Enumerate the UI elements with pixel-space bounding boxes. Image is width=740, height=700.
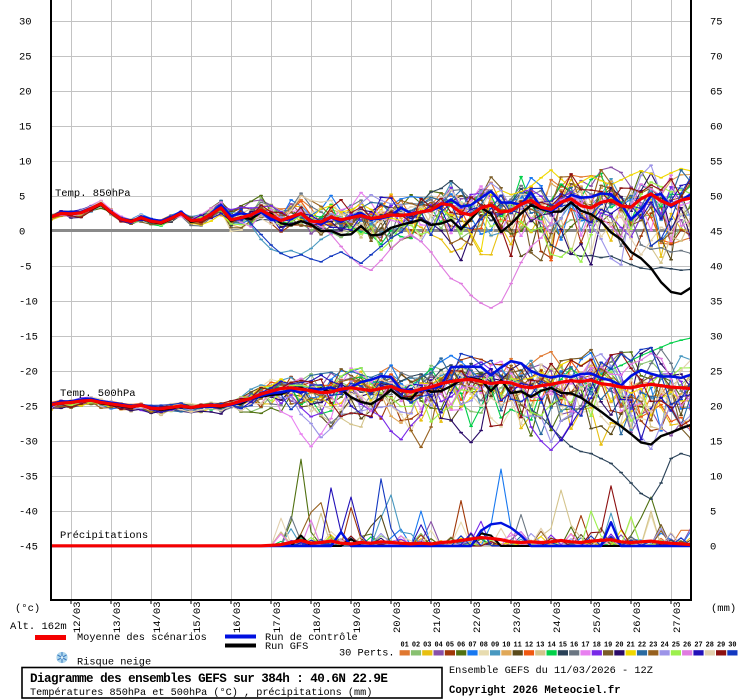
svg-text:11: 11 bbox=[514, 641, 522, 649]
svg-text:60: 60 bbox=[710, 122, 723, 134]
svg-text:0: 0 bbox=[19, 227, 25, 239]
svg-text:-35: -35 bbox=[19, 472, 38, 484]
svg-text:02: 02 bbox=[412, 641, 420, 649]
svg-text:22/03: 22/03 bbox=[472, 601, 484, 633]
svg-text:Diagramme des ensembles GEFS s: Diagramme des ensembles GEFS sur 384h : … bbox=[30, 672, 388, 686]
svg-text:25/03: 25/03 bbox=[592, 601, 604, 633]
svg-text:20: 20 bbox=[615, 641, 623, 649]
svg-text:-25: -25 bbox=[19, 402, 38, 414]
svg-text:30: 30 bbox=[19, 17, 32, 29]
svg-text:5: 5 bbox=[19, 192, 25, 204]
svg-text:15: 15 bbox=[710, 437, 723, 449]
svg-text:09: 09 bbox=[491, 641, 499, 649]
svg-text:Moyenne des scénarios: Moyenne des scénarios bbox=[77, 632, 207, 644]
svg-text:21/03: 21/03 bbox=[432, 601, 444, 633]
svg-text:-20: -20 bbox=[19, 367, 38, 379]
svg-text:19/03: 19/03 bbox=[352, 601, 364, 633]
svg-text:-10: -10 bbox=[19, 297, 38, 309]
svg-text:Précipitations: Précipitations bbox=[60, 530, 148, 542]
svg-text:Températures 850hPa et 500hPa: Températures 850hPa et 500hPa (°C) , pré… bbox=[30, 687, 372, 699]
svg-text:10: 10 bbox=[19, 157, 32, 169]
svg-text:27: 27 bbox=[694, 641, 702, 649]
svg-text:17/03: 17/03 bbox=[272, 601, 284, 633]
svg-text:29: 29 bbox=[717, 641, 725, 649]
svg-text:26/03: 26/03 bbox=[632, 601, 644, 633]
svg-text:05: 05 bbox=[446, 641, 454, 649]
svg-text:30 Perts.: 30 Perts. bbox=[339, 648, 395, 660]
svg-text:04: 04 bbox=[434, 641, 442, 649]
svg-text:(°c): (°c) bbox=[15, 603, 40, 615]
svg-text:08: 08 bbox=[480, 641, 488, 649]
svg-text:12/03: 12/03 bbox=[72, 601, 84, 633]
svg-text:-40: -40 bbox=[19, 507, 38, 519]
svg-text:22: 22 bbox=[638, 641, 646, 649]
svg-text:24: 24 bbox=[660, 641, 668, 649]
svg-text:45: 45 bbox=[710, 227, 723, 239]
svg-text:Risque neige: Risque neige bbox=[77, 657, 151, 669]
svg-text:15: 15 bbox=[19, 122, 32, 134]
svg-text:14: 14 bbox=[547, 641, 555, 649]
svg-text:Run de contrôle: Run de contrôle bbox=[265, 632, 358, 644]
svg-text:20: 20 bbox=[710, 402, 723, 414]
svg-text:27/03: 27/03 bbox=[672, 601, 684, 633]
svg-text:16: 16 bbox=[570, 641, 578, 649]
svg-text:23/03: 23/03 bbox=[512, 601, 524, 633]
svg-text:06: 06 bbox=[457, 641, 465, 649]
svg-text:14/03: 14/03 bbox=[152, 601, 164, 633]
svg-text:-30: -30 bbox=[19, 437, 38, 449]
svg-text:15/03: 15/03 bbox=[192, 601, 204, 633]
svg-text:18: 18 bbox=[593, 641, 601, 649]
svg-text:13/03: 13/03 bbox=[112, 601, 124, 633]
svg-text:Copyright 2026 Meteociel.fr: Copyright 2026 Meteociel.fr bbox=[449, 685, 621, 697]
svg-text:20/03: 20/03 bbox=[392, 601, 404, 633]
svg-text:10: 10 bbox=[710, 472, 723, 484]
svg-text:25: 25 bbox=[710, 367, 723, 379]
svg-text:50: 50 bbox=[710, 192, 723, 204]
svg-text:16/03: 16/03 bbox=[232, 601, 244, 633]
svg-text:07: 07 bbox=[468, 641, 476, 649]
svg-text:15: 15 bbox=[559, 641, 567, 649]
svg-text:65: 65 bbox=[710, 87, 723, 99]
svg-text:-5: -5 bbox=[19, 262, 32, 274]
svg-text:Run GFS: Run GFS bbox=[265, 641, 308, 653]
svg-text:35: 35 bbox=[710, 297, 723, 309]
svg-text:17: 17 bbox=[581, 641, 589, 649]
svg-text:25: 25 bbox=[19, 52, 32, 64]
svg-text:13: 13 bbox=[536, 641, 544, 649]
svg-text:-15: -15 bbox=[19, 332, 38, 344]
svg-text:30: 30 bbox=[728, 641, 736, 649]
svg-text:25: 25 bbox=[672, 641, 680, 649]
svg-text:24/03: 24/03 bbox=[552, 601, 564, 633]
svg-text:Temp. 850hPa: Temp. 850hPa bbox=[55, 188, 131, 200]
svg-text:10: 10 bbox=[502, 641, 510, 649]
svg-text:Temp. 500hPa: Temp. 500hPa bbox=[60, 388, 136, 400]
svg-text:03: 03 bbox=[423, 641, 431, 649]
svg-text:21: 21 bbox=[627, 641, 635, 649]
svg-text:26: 26 bbox=[683, 641, 691, 649]
svg-text:Alt. 162m: Alt. 162m bbox=[10, 621, 67, 633]
svg-text:40: 40 bbox=[710, 262, 723, 274]
svg-text:5: 5 bbox=[710, 507, 716, 519]
svg-text:55: 55 bbox=[710, 157, 723, 169]
svg-text:70: 70 bbox=[710, 52, 723, 64]
svg-text:12: 12 bbox=[525, 641, 533, 649]
svg-text:0: 0 bbox=[710, 542, 716, 554]
svg-text:30: 30 bbox=[710, 332, 723, 344]
svg-text:Ensemble GEFS du 11/03/2026 -: Ensemble GEFS du 11/03/2026 - 12Z bbox=[449, 665, 653, 677]
svg-text:28: 28 bbox=[706, 641, 714, 649]
svg-text:18/03: 18/03 bbox=[312, 601, 324, 633]
svg-text:-45: -45 bbox=[19, 542, 38, 554]
svg-text:23: 23 bbox=[649, 641, 657, 649]
svg-text:19: 19 bbox=[604, 641, 612, 649]
svg-text:(mm): (mm) bbox=[711, 603, 736, 615]
svg-text:75: 75 bbox=[710, 17, 723, 29]
svg-text:01: 01 bbox=[401, 641, 409, 649]
svg-text:20: 20 bbox=[19, 87, 32, 99]
